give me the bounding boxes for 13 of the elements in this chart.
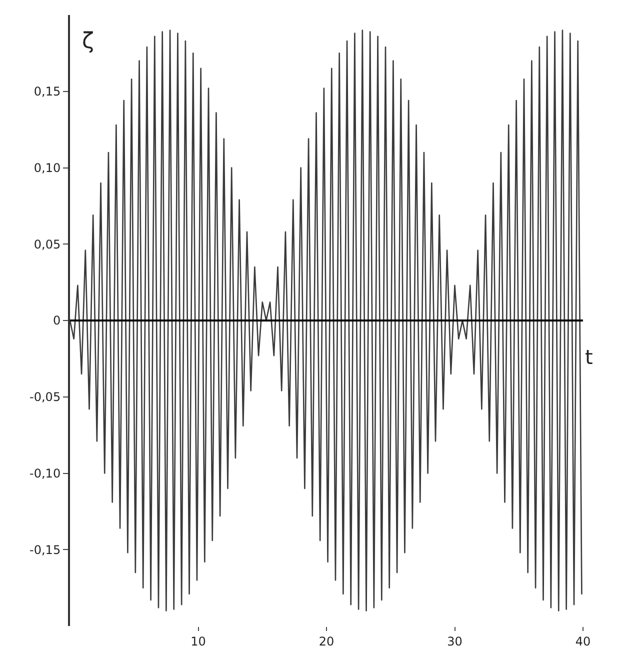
y-axis-title: ζ xyxy=(82,29,94,54)
x-tick-label: 30 xyxy=(447,634,462,648)
x-axis-title: t xyxy=(585,345,593,369)
y-tick-label: 0,10 xyxy=(34,160,61,175)
x-tick-label: 40 xyxy=(575,634,591,648)
y-tick-label: -0,05 xyxy=(30,390,61,404)
x-tick-label: 20 xyxy=(318,634,334,648)
y-tick-label: 0,05 xyxy=(34,237,61,252)
y-tick-label: 0 xyxy=(52,314,61,328)
y-tick-label: -0,15 xyxy=(30,542,61,557)
y-tick-label: -0,10 xyxy=(30,466,61,480)
y-tick-label: 0,15 xyxy=(34,84,61,99)
x-tick-label: 10 xyxy=(190,634,206,648)
